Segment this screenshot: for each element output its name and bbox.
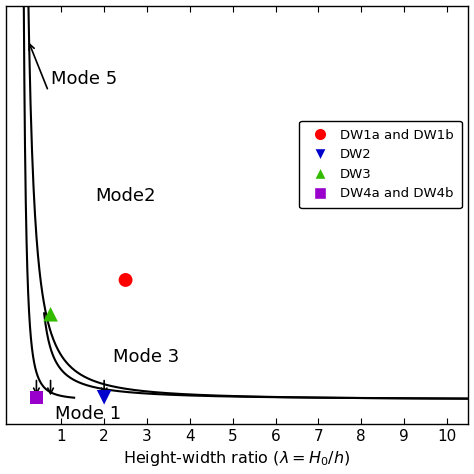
Point	[47, 310, 55, 318]
Point	[100, 393, 108, 401]
Point	[33, 393, 40, 401]
Text: Mode 1: Mode 1	[55, 405, 121, 423]
Text: Mode 5: Mode 5	[51, 71, 117, 89]
Text: Mode2: Mode2	[96, 187, 156, 205]
Point	[122, 276, 129, 284]
Text: Mode 3: Mode 3	[113, 348, 179, 366]
X-axis label: Height-width ratio ($\lambda=H_0/h$): Height-width ratio ($\lambda=H_0/h$)	[123, 449, 351, 468]
Legend: DW1a and DW1b, DW2, DW3, DW4a and DW4b: DW1a and DW1b, DW2, DW3, DW4a and DW4b	[299, 121, 462, 209]
